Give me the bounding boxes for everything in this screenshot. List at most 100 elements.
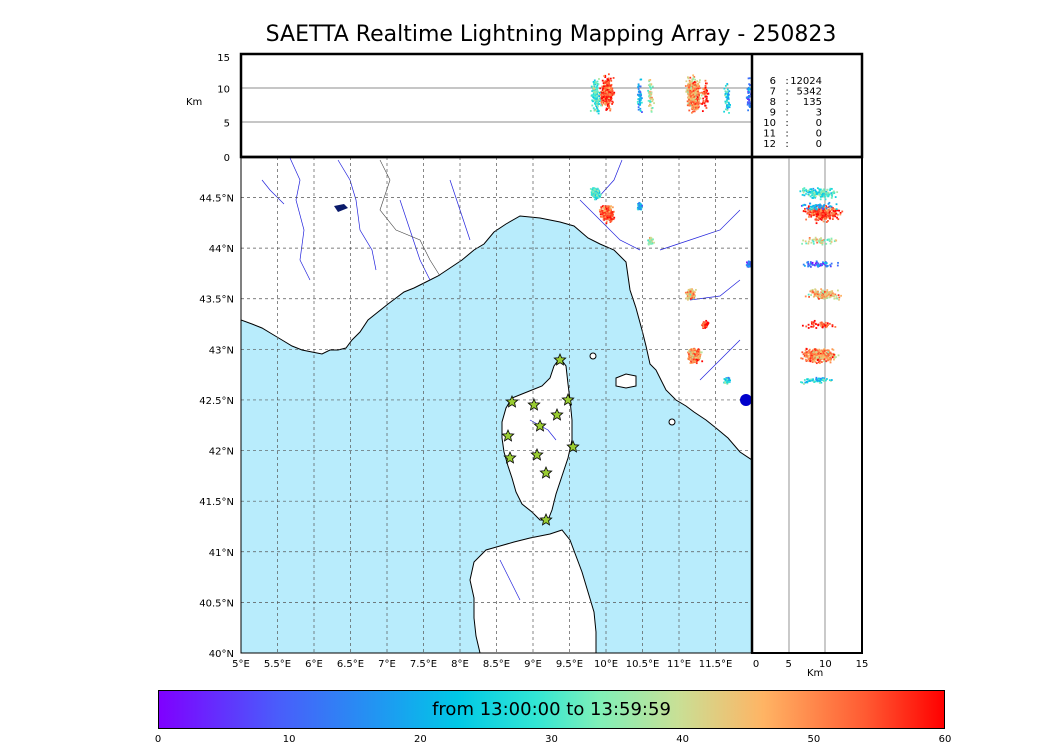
- lightning-point: [589, 110, 592, 112]
- lightning-point: [824, 321, 827, 324]
- lightning-point: [815, 292, 818, 295]
- lightning-point: [812, 358, 814, 361]
- lightning-point: [724, 380, 727, 383]
- lightning-point: [807, 378, 810, 380]
- lightning-point: [815, 378, 818, 381]
- lightning-point: [608, 84, 611, 87]
- lightning-point: [688, 79, 691, 82]
- lightning-point: [814, 349, 817, 352]
- lightning-point: [807, 211, 809, 214]
- lightning-point: [834, 196, 837, 198]
- count-value: 0: [816, 118, 822, 129]
- lightning-point: [606, 84, 609, 87]
- lightning-point: [816, 192, 819, 195]
- lightning-point: [651, 107, 654, 109]
- lightning-point: [823, 354, 826, 356]
- lightning-point: [600, 210, 603, 212]
- lightning-point: [817, 262, 820, 265]
- lightning-point: [697, 356, 699, 359]
- lightning-point: [593, 198, 596, 201]
- lightning-point: [593, 90, 596, 93]
- lightning-point: [808, 194, 811, 197]
- lightning-point: [607, 207, 610, 209]
- lightning-point: [701, 360, 704, 363]
- lightning-point: [590, 94, 593, 97]
- lightning-point: [726, 378, 729, 381]
- lightning-point: [595, 95, 598, 98]
- lightning-point: [687, 351, 689, 354]
- lightning-point: [705, 323, 708, 326]
- lightning-point: [705, 95, 708, 98]
- lightning-point: [611, 103, 614, 105]
- lightning-point: [601, 101, 604, 103]
- lightning-point: [650, 110, 653, 113]
- lightning-point: [651, 85, 654, 88]
- lightning-point: [829, 207, 831, 210]
- lightning-point: [695, 362, 698, 365]
- lightning-point: [605, 80, 607, 83]
- lightning-point: [695, 351, 697, 354]
- lightning-point: [605, 220, 608, 223]
- lightning-point: [828, 295, 831, 298]
- lightning-point: [825, 207, 828, 210]
- lightning-point: [821, 264, 824, 267]
- lightning-point: [603, 84, 606, 87]
- lightning-point: [808, 357, 811, 360]
- lightning-point: [829, 291, 831, 293]
- lightning-point: [815, 216, 818, 219]
- lightning-point: [814, 355, 817, 358]
- lightning-point: [594, 89, 597, 91]
- lightning-point: [611, 215, 614, 218]
- lightning-point: [608, 208, 611, 211]
- lightning-point: [695, 358, 698, 361]
- lightning-point: [822, 213, 825, 216]
- lightning-point: [825, 221, 828, 223]
- lightning-point: [704, 88, 707, 91]
- lightning-point: [651, 100, 654, 103]
- lightning-point: [598, 91, 601, 94]
- lightning-point: [807, 265, 810, 268]
- lightning-point: [829, 264, 832, 266]
- lightning-point: [599, 213, 602, 216]
- lightning-point: [729, 104, 732, 106]
- lightning-point: [749, 93, 752, 96]
- lightning-point: [692, 106, 695, 109]
- lightning-point: [818, 382, 821, 384]
- lightning-point: [589, 187, 592, 190]
- lightning-point: [827, 324, 829, 326]
- lightning-point: [596, 104, 598, 106]
- lightning-point: [593, 89, 595, 92]
- lightning-point: [692, 84, 695, 87]
- lightning-point: [833, 355, 836, 358]
- lightning-point: [840, 294, 842, 297]
- lightning-point: [650, 91, 653, 94]
- lightning-point: [748, 91, 751, 94]
- lightning-point: [807, 380, 809, 383]
- lightning-point: [814, 210, 817, 213]
- lightning-point: [827, 291, 830, 294]
- lightning-point: [818, 360, 821, 363]
- lightning-point: [685, 297, 688, 300]
- lightning-point: [822, 205, 825, 208]
- lightning-point: [607, 94, 610, 97]
- lightning-point: [816, 294, 819, 297]
- lightning-point: [686, 104, 689, 107]
- lightning-point: [607, 101, 610, 104]
- lightning-point: [829, 242, 832, 245]
- lightning-point: [810, 241, 813, 244]
- lightning-point: [830, 352, 832, 355]
- lightning-point: [815, 357, 818, 359]
- lightning-point: [832, 190, 835, 193]
- lightning-point: [825, 296, 828, 299]
- lightning-point: [808, 348, 811, 351]
- lightning-point: [827, 293, 830, 296]
- lightning-point: [649, 83, 652, 86]
- lightning-point: [830, 205, 833, 208]
- lightning-point: [830, 295, 833, 298]
- lightning-point: [802, 204, 805, 207]
- lightning-point: [652, 98, 654, 101]
- lightning-point: [607, 93, 609, 96]
- lightning-point: [596, 197, 598, 199]
- lightning-point: [608, 93, 611, 96]
- lightning-point: [699, 91, 701, 94]
